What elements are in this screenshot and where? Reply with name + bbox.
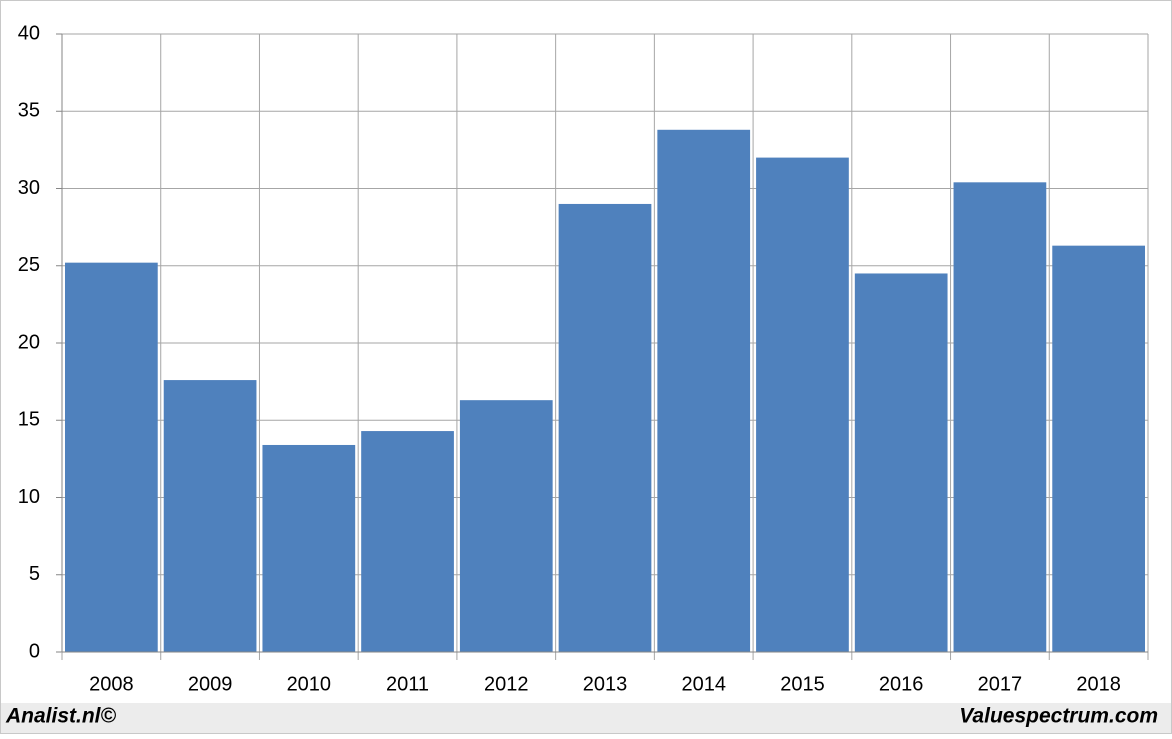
x-tick-label: 2013: [583, 673, 628, 695]
bar: [163, 380, 257, 652]
bar: [1052, 245, 1145, 653]
bar: [953, 182, 1047, 652]
x-tick-label: 2018: [1076, 673, 1121, 695]
bar: [459, 400, 553, 652]
y-tick-label: 35: [18, 100, 40, 122]
bar: [854, 273, 948, 652]
bar: [756, 157, 849, 652]
bar: [361, 431, 454, 652]
y-tick-label: 0: [29, 640, 40, 662]
x-tick-label: 2015: [780, 673, 825, 695]
bar: [657, 129, 751, 653]
bar: [65, 262, 158, 652]
footer-band: [1, 703, 1171, 733]
y-tick-label: 5: [29, 563, 40, 585]
x-tick-label: 2011: [386, 673, 429, 695]
y-tick-label: 30: [18, 177, 40, 199]
x-tick-label: 2016: [879, 673, 924, 695]
x-tick-label: 2012: [484, 673, 529, 695]
x-tick-label: 2014: [681, 673, 726, 695]
x-tick-label: 2009: [188, 673, 233, 695]
x-tick-label: 2010: [287, 673, 332, 695]
footer-right: Valuespectrum.com: [959, 705, 1158, 728]
x-tick-label: 2008: [89, 673, 134, 695]
y-tick-label: 15: [18, 409, 40, 431]
y-tick-label: 20: [18, 331, 40, 353]
bar: [262, 444, 356, 652]
y-tick-label: 40: [18, 22, 40, 44]
y-tick-label: 10: [18, 486, 40, 508]
x-tick-label: 2017: [978, 673, 1023, 695]
bar: [558, 203, 652, 652]
y-tick-label: 25: [18, 254, 40, 276]
footer-left: Analist.nl©: [5, 705, 117, 728]
